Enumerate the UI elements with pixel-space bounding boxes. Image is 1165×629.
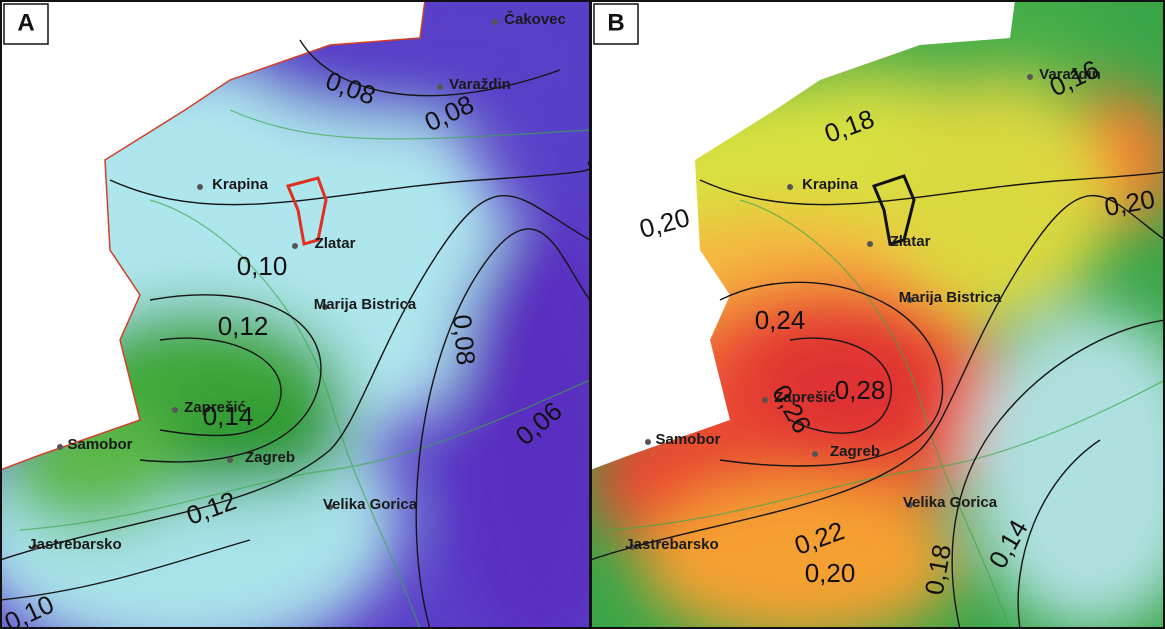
place-name: Jastrebarsko <box>625 536 718 553</box>
place-dot <box>787 184 793 190</box>
place-dot <box>867 241 873 247</box>
place-dot <box>645 439 651 445</box>
place-dot <box>32 544 38 550</box>
contour-label: 0,10 <box>237 251 288 281</box>
place-dot <box>172 407 178 413</box>
place-name: Zagreb <box>245 449 295 466</box>
panel-b-frame <box>590 0 1165 629</box>
place-name: Čakovec <box>504 10 566 28</box>
place-name: Zaprešić <box>184 399 246 416</box>
place-name: Samobor <box>655 431 720 448</box>
contour-label: 0,14 <box>203 401 254 431</box>
place-name: Velika Gorica <box>903 494 998 511</box>
panel-label: A <box>17 9 34 36</box>
place-name: Samobor <box>67 436 132 453</box>
panel-a-label-box <box>3 3 49 45</box>
place-name: Jastrebarsko <box>28 536 121 553</box>
panel-b-label-box <box>593 3 639 45</box>
place-dot <box>292 243 298 249</box>
place-name: Varaždin <box>1039 66 1101 83</box>
place-dot <box>227 457 233 463</box>
contour-label: 0,08 <box>447 313 481 366</box>
contour-label: 0,12 <box>218 311 269 341</box>
place-dot <box>57 444 63 450</box>
place-dot <box>907 502 913 508</box>
place-name: Krapina <box>802 176 859 193</box>
contour-label: 0,28 <box>835 375 886 405</box>
place-dot <box>197 184 203 190</box>
place-name: Zlatar <box>890 233 931 250</box>
place-dot <box>907 297 913 303</box>
place-dot <box>629 544 635 550</box>
panel-a-map <box>2 2 590 627</box>
place-name: Zagreb <box>830 443 880 460</box>
place-name: Zlatar <box>315 235 356 252</box>
place-name: Marija Bistrica <box>314 296 417 313</box>
contour-label: 0,24 <box>755 305 806 335</box>
place-dot <box>762 397 768 403</box>
panel-b-map <box>592 2 1163 627</box>
place-dot <box>492 19 498 25</box>
place-dot <box>812 451 818 457</box>
place-dot <box>1027 74 1033 80</box>
place-name: Velika Gorica <box>323 496 418 513</box>
place-name: Varaždin <box>449 76 511 93</box>
place-name: Krapina <box>212 176 269 193</box>
panel-label: B <box>607 9 624 36</box>
contour-label: 0,20 <box>805 558 856 588</box>
place-dot <box>327 504 333 510</box>
place-dot <box>437 84 443 90</box>
place-name: Zaprešić <box>774 389 836 406</box>
place-dot <box>322 304 328 310</box>
place-name: Marija Bistrica <box>899 289 1002 306</box>
